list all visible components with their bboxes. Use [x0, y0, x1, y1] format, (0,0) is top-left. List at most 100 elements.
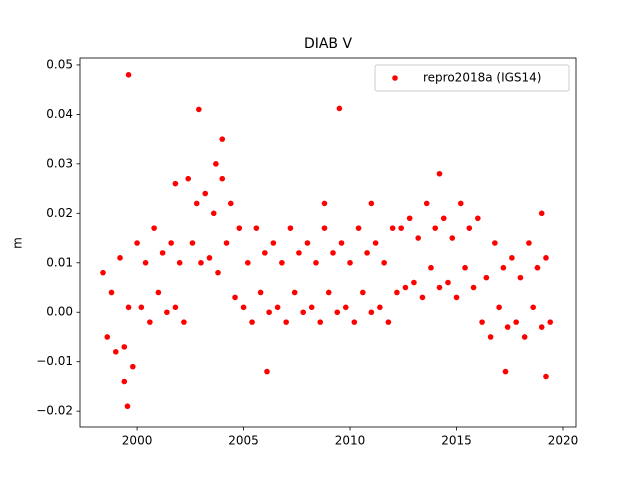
point: [419, 294, 426, 301]
point: [164, 309, 170, 316]
point: [266, 309, 272, 316]
point: [283, 319, 289, 325]
point: [104, 334, 111, 340]
point: [304, 240, 311, 246]
point: [125, 304, 132, 311]
point: [347, 259, 353, 266]
point: [219, 136, 226, 142]
x-tick-label: 2005: [228, 434, 259, 448]
point: [330, 250, 336, 256]
point: [296, 250, 302, 256]
point: [112, 349, 119, 355]
y-tick-label: 0.03: [46, 156, 73, 170]
point: [134, 240, 140, 246]
point: [151, 225, 157, 231]
point: [232, 294, 238, 301]
point: [100, 269, 106, 276]
point: [206, 255, 213, 261]
point: [351, 319, 358, 325]
point: [402, 284, 409, 291]
point: [342, 304, 349, 311]
point: [521, 334, 528, 340]
point: [291, 289, 298, 296]
point: [368, 200, 375, 207]
y-tick-label: 0.02: [46, 206, 73, 220]
point: [381, 259, 387, 266]
point: [500, 264, 507, 271]
y-tick-label: 0.04: [46, 107, 73, 121]
point: [219, 175, 226, 182]
point: [227, 200, 234, 207]
point: [509, 255, 515, 261]
point: [538, 210, 545, 217]
point: [172, 180, 179, 187]
point: [389, 225, 396, 231]
point: [189, 240, 196, 246]
point: [264, 368, 270, 375]
point: [308, 304, 315, 311]
point: [466, 225, 473, 231]
point: [470, 284, 477, 291]
point: [130, 363, 136, 370]
point: [449, 235, 456, 241]
series: [100, 72, 554, 410]
point: [159, 250, 166, 256]
point: [253, 225, 260, 231]
point: [213, 161, 219, 167]
x-tick-label: 2000: [122, 434, 153, 448]
point: [236, 225, 243, 231]
point: [336, 105, 343, 112]
legend-box: [374, 64, 570, 92]
point: [317, 319, 324, 325]
point: [321, 200, 328, 207]
point: [423, 200, 430, 207]
legend: repro2018a (IGS14): [374, 64, 570, 92]
point: [193, 200, 200, 207]
point: [147, 319, 153, 325]
point: [155, 289, 162, 296]
point: [176, 259, 183, 266]
point: [181, 319, 187, 325]
point: [428, 264, 434, 271]
point: [504, 324, 511, 330]
point: [138, 304, 145, 311]
point: [385, 319, 392, 325]
point: [526, 240, 532, 246]
point: [117, 255, 123, 261]
point: [287, 225, 294, 231]
point: [368, 309, 375, 316]
point: [338, 240, 345, 246]
point: [502, 368, 509, 375]
point: [496, 304, 502, 311]
point: [121, 378, 128, 385]
plot-frame: [79, 57, 577, 428]
point: [215, 269, 221, 276]
x-tick-label: 2010: [335, 434, 366, 448]
legend-label: repro2018a (IGS14): [423, 71, 541, 85]
point: [445, 279, 451, 286]
point: [124, 403, 131, 410]
point: [249, 319, 255, 325]
point: [257, 289, 264, 296]
point: [530, 304, 536, 311]
point: [279, 259, 285, 266]
point: [457, 200, 464, 207]
point: [479, 319, 485, 325]
point: [415, 235, 421, 241]
point: [364, 250, 370, 256]
y-tick-label: 0.05: [46, 57, 73, 71]
point: [202, 190, 209, 197]
point: [121, 344, 128, 350]
point: [487, 334, 494, 340]
y-tick-label: 0.01: [46, 255, 73, 269]
point: [300, 309, 306, 316]
point: [360, 289, 366, 296]
point: [372, 240, 379, 246]
x-tick-label: 2020: [548, 434, 579, 448]
point: [313, 259, 319, 266]
point: [240, 304, 247, 311]
point: [411, 279, 417, 286]
point: [321, 225, 328, 231]
point: [125, 72, 132, 78]
